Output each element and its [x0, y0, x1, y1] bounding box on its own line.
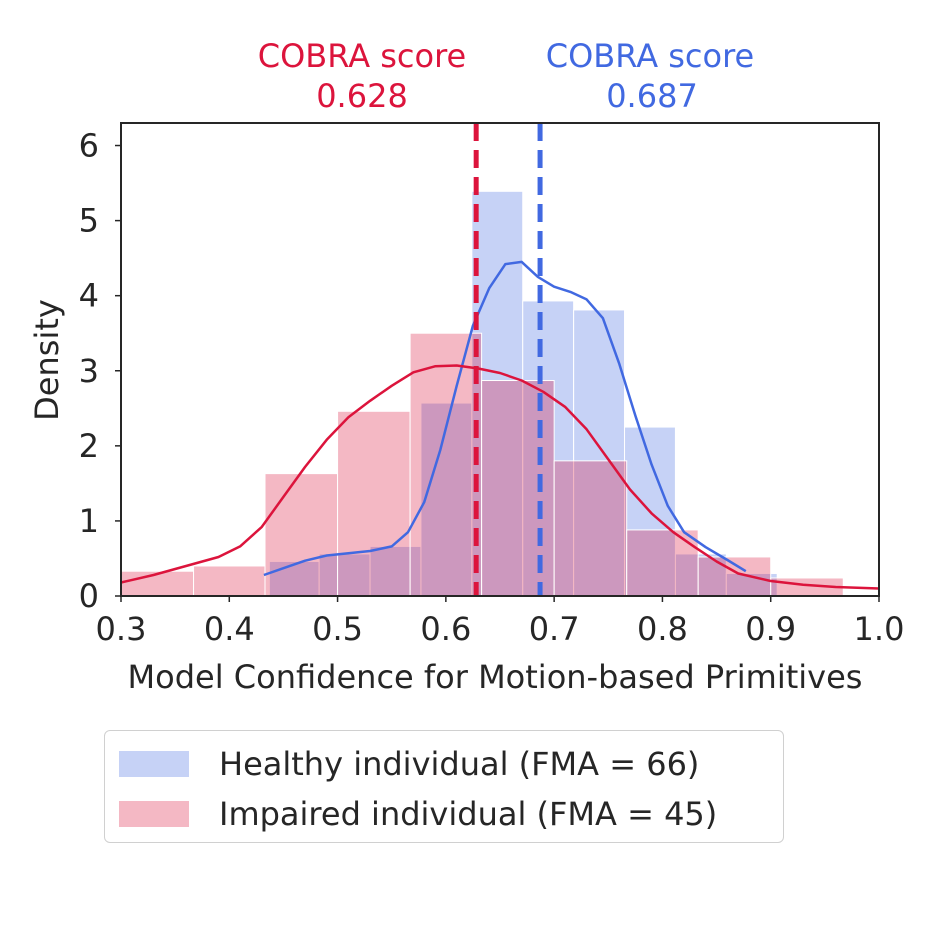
x-tick-label-7: 1.0 — [854, 610, 905, 648]
y-tick-label-0: 0 — [79, 577, 99, 615]
healthy-bar-1 — [318, 553, 371, 597]
healthy-bar-5 — [522, 300, 575, 597]
healthy-bar-2 — [369, 545, 422, 597]
impaired-bar-4 — [409, 332, 483, 597]
impaired-bar-6 — [553, 460, 628, 597]
legend-label-healthy: Healthy individual (FMA = 66) — [219, 745, 700, 783]
x-tick-label-3: 0.6 — [420, 610, 471, 648]
impaired-bar-8 — [697, 556, 772, 597]
x-ticks: 0.3 0.4 0.5 0.6 0.7 0.8 0.9 1.0 — [96, 596, 905, 648]
y-tick-label-3: 3 — [79, 352, 99, 390]
healthy-bar-0 — [268, 560, 320, 597]
impaired-bar-1 — [193, 565, 266, 597]
legend: Healthy individual (FMA = 66) Impaired i… — [104, 730, 784, 843]
y-tick-label-1: 1 — [79, 502, 99, 540]
legend-swatch-healthy — [119, 751, 189, 777]
impaired-score-value: 0.628 — [316, 77, 408, 115]
impaired-bar-7 — [626, 529, 699, 597]
impaired-bar-3 — [337, 410, 411, 597]
healthy-bar-7 — [624, 426, 676, 597]
healthy-score-value: 0.687 — [606, 77, 698, 115]
impaired-score-label: COBRA score — [258, 37, 466, 75]
x-tick-label-2: 0.5 — [312, 610, 363, 648]
y-tick-label-2: 2 — [79, 427, 99, 465]
y-ticks: 0 1 2 3 4 5 6 — [79, 127, 121, 615]
healthy-bar-4 — [471, 190, 524, 597]
kde-curves — [120, 260, 880, 590]
legend-item-impaired: Impaired individual (FMA = 45) — [119, 795, 717, 833]
healthy-score-label: COBRA score — [546, 37, 754, 75]
x-axis-label: Model Confidence for Motion-based Primit… — [128, 658, 863, 696]
x-tick-label-1: 0.4 — [204, 610, 255, 648]
y-tick-label-5: 5 — [79, 202, 99, 240]
legend-swatch-impaired — [119, 801, 189, 827]
plot-frame — [120, 122, 880, 597]
healthy-bar-3 — [420, 402, 473, 597]
impaired-bar-2 — [264, 473, 339, 597]
y-tick-label-6: 6 — [79, 127, 99, 165]
impaired-kde-line — [120, 364, 880, 590]
x-tick-label-6: 0.9 — [745, 610, 796, 648]
x-tick-label-5: 0.8 — [637, 610, 688, 648]
y-tick-label-4: 4 — [79, 277, 99, 315]
healthy-histogram — [268, 190, 778, 597]
score-lines — [473, 123, 543, 596]
y-axis-label: Density — [28, 299, 66, 421]
legend-item-healthy: Healthy individual (FMA = 66) — [119, 745, 699, 783]
x-tick-label-4: 0.7 — [529, 610, 580, 648]
impaired-bar-5 — [481, 380, 555, 597]
x-tick-label-0: 0.3 — [96, 610, 147, 648]
healthy-kde-line — [263, 260, 747, 577]
legend-label-impaired: Impaired individual (FMA = 45) — [219, 795, 718, 833]
